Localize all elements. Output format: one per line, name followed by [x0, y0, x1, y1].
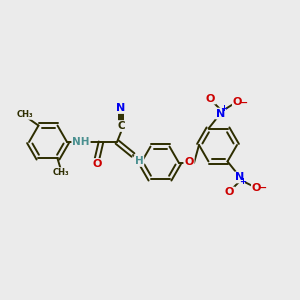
Text: N: N: [116, 103, 126, 113]
Text: N: N: [235, 172, 244, 182]
Text: N: N: [216, 109, 225, 118]
Text: CH₃: CH₃: [52, 168, 69, 177]
Text: O: O: [252, 184, 261, 194]
Text: O: O: [206, 94, 215, 103]
Text: O: O: [184, 157, 194, 167]
Text: −: −: [239, 98, 248, 107]
Text: O: O: [233, 97, 242, 106]
Text: NH: NH: [72, 137, 90, 147]
Text: H: H: [135, 156, 143, 166]
Text: CH₃: CH₃: [16, 110, 33, 119]
Text: C: C: [117, 121, 125, 131]
Text: O: O: [225, 188, 234, 197]
Text: O: O: [92, 159, 102, 169]
Text: +: +: [239, 177, 246, 186]
Text: −: −: [258, 182, 267, 193]
Text: +: +: [220, 104, 227, 113]
